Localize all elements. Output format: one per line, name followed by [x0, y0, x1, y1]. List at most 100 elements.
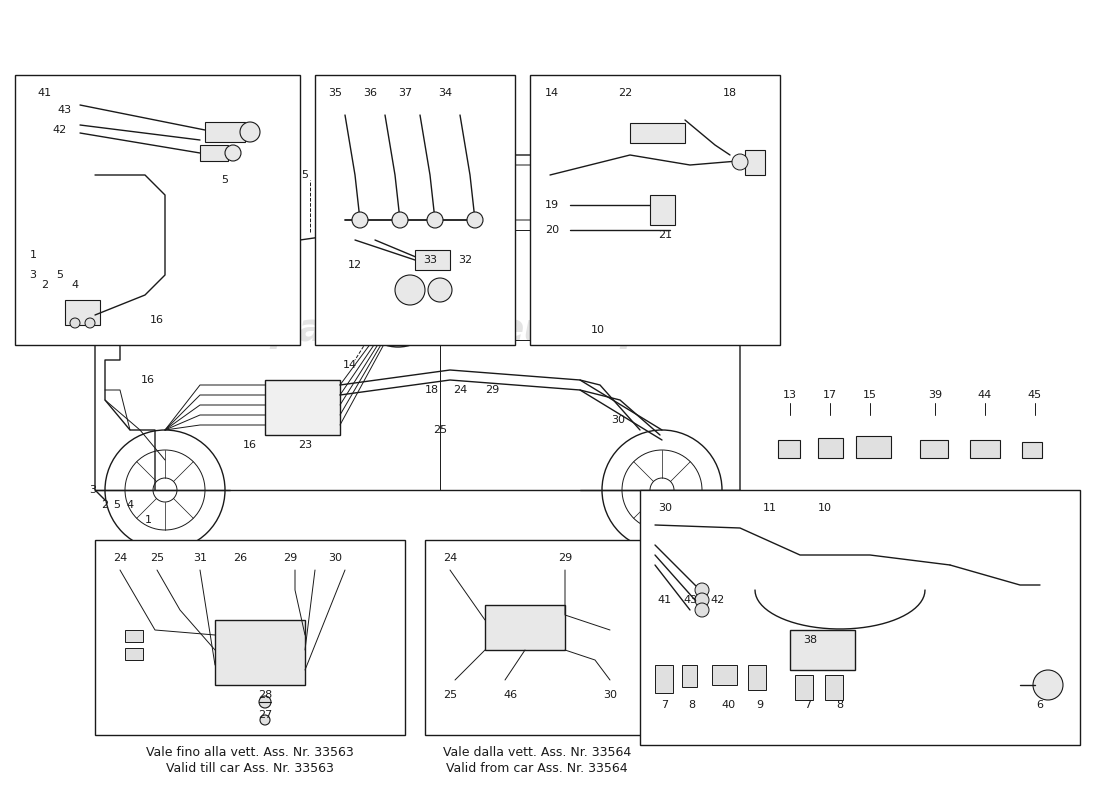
Text: 5: 5 [56, 270, 64, 280]
Bar [15, 75, 300, 345]
Circle shape [260, 715, 270, 725]
Text: 3: 3 [89, 485, 97, 495]
Circle shape [695, 603, 710, 617]
Text: 5: 5 [301, 170, 308, 180]
Text: 14: 14 [544, 88, 559, 98]
Text: 36: 36 [363, 88, 377, 98]
Text: 16: 16 [243, 440, 257, 450]
Circle shape [85, 318, 95, 328]
Bar [265, 380, 340, 435]
Text: 5: 5 [113, 500, 121, 510]
Circle shape [621, 450, 702, 530]
Text: 3: 3 [30, 270, 36, 280]
Bar [654, 665, 673, 693]
Circle shape [695, 593, 710, 607]
Text: 32: 32 [458, 255, 472, 265]
Text: Valid from car Ass. Nr. 33564: Valid from car Ass. Nr. 33564 [447, 762, 628, 775]
Text: 29: 29 [558, 553, 572, 563]
Bar [415, 250, 450, 270]
Circle shape [732, 154, 748, 170]
Circle shape [70, 318, 80, 328]
Circle shape [370, 277, 426, 333]
Bar [748, 665, 766, 690]
Bar [125, 648, 143, 660]
Text: 41: 41 [37, 88, 52, 98]
Circle shape [392, 212, 408, 228]
Text: 44: 44 [978, 390, 992, 400]
Text: 24: 24 [443, 553, 458, 563]
Bar [745, 150, 764, 175]
Text: 27: 27 [257, 710, 272, 720]
Text: 24: 24 [453, 385, 468, 395]
Text: 17: 17 [823, 390, 837, 400]
Text: 10: 10 [818, 503, 832, 513]
Bar [485, 605, 565, 650]
Circle shape [650, 478, 674, 502]
Bar [970, 440, 1000, 458]
Circle shape [226, 145, 241, 161]
Text: 5: 5 [221, 175, 229, 185]
Text: 30: 30 [328, 553, 342, 563]
Circle shape [125, 450, 205, 530]
Text: 37: 37 [398, 88, 412, 98]
Circle shape [395, 275, 425, 305]
Text: 2: 2 [101, 500, 109, 510]
Text: 40: 40 [720, 700, 735, 710]
Text: 26: 26 [233, 553, 248, 563]
Circle shape [468, 212, 483, 228]
Text: 9: 9 [757, 700, 763, 710]
Circle shape [258, 696, 271, 708]
Bar [1022, 442, 1042, 458]
Text: 2: 2 [42, 280, 48, 290]
Text: 28: 28 [257, 690, 272, 700]
Bar [425, 540, 650, 735]
Bar [125, 630, 143, 642]
Circle shape [153, 478, 177, 502]
Text: eurospares: eurospares [497, 311, 742, 349]
Bar [920, 440, 948, 458]
Text: 6: 6 [1036, 700, 1044, 710]
Text: 15: 15 [864, 390, 877, 400]
Bar [200, 145, 228, 161]
Circle shape [352, 212, 368, 228]
Circle shape [1033, 670, 1063, 700]
Text: 7: 7 [661, 700, 669, 710]
Circle shape [356, 263, 440, 347]
Text: 10: 10 [591, 325, 605, 335]
Bar [530, 75, 780, 345]
Circle shape [240, 122, 260, 142]
Text: 25: 25 [433, 425, 447, 435]
Text: 23: 23 [298, 440, 312, 450]
Text: Vale fino alla vett. Ass. Nr. 33563: Vale fino alla vett. Ass. Nr. 33563 [146, 746, 354, 759]
Text: 19: 19 [544, 200, 559, 210]
Text: 38: 38 [803, 635, 817, 645]
Text: eurospares: eurospares [147, 311, 393, 349]
Bar [630, 123, 685, 143]
Text: 1: 1 [30, 250, 36, 260]
Bar [650, 195, 675, 225]
Circle shape [427, 212, 443, 228]
Text: 43: 43 [58, 105, 73, 115]
Text: 4: 4 [126, 500, 133, 510]
Bar [778, 440, 800, 458]
Text: 14: 14 [343, 360, 358, 370]
Text: 18: 18 [723, 88, 737, 98]
Text: 41: 41 [658, 595, 672, 605]
Text: 34: 34 [438, 88, 452, 98]
Bar [795, 675, 813, 700]
Text: 13: 13 [783, 390, 798, 400]
Text: 29: 29 [485, 385, 499, 395]
Text: 16: 16 [150, 315, 164, 325]
Bar [825, 675, 843, 700]
Text: 30: 30 [610, 415, 625, 425]
Text: eurospares: eurospares [458, 591, 703, 629]
Bar [205, 122, 245, 142]
Bar [315, 75, 515, 345]
Text: 24: 24 [113, 553, 128, 563]
Bar [856, 436, 891, 458]
Text: 45: 45 [1027, 390, 1042, 400]
Circle shape [428, 278, 452, 302]
Text: Valid till car Ass. Nr. 33563: Valid till car Ass. Nr. 33563 [166, 762, 334, 775]
Circle shape [602, 430, 722, 550]
Text: 1: 1 [144, 515, 152, 525]
